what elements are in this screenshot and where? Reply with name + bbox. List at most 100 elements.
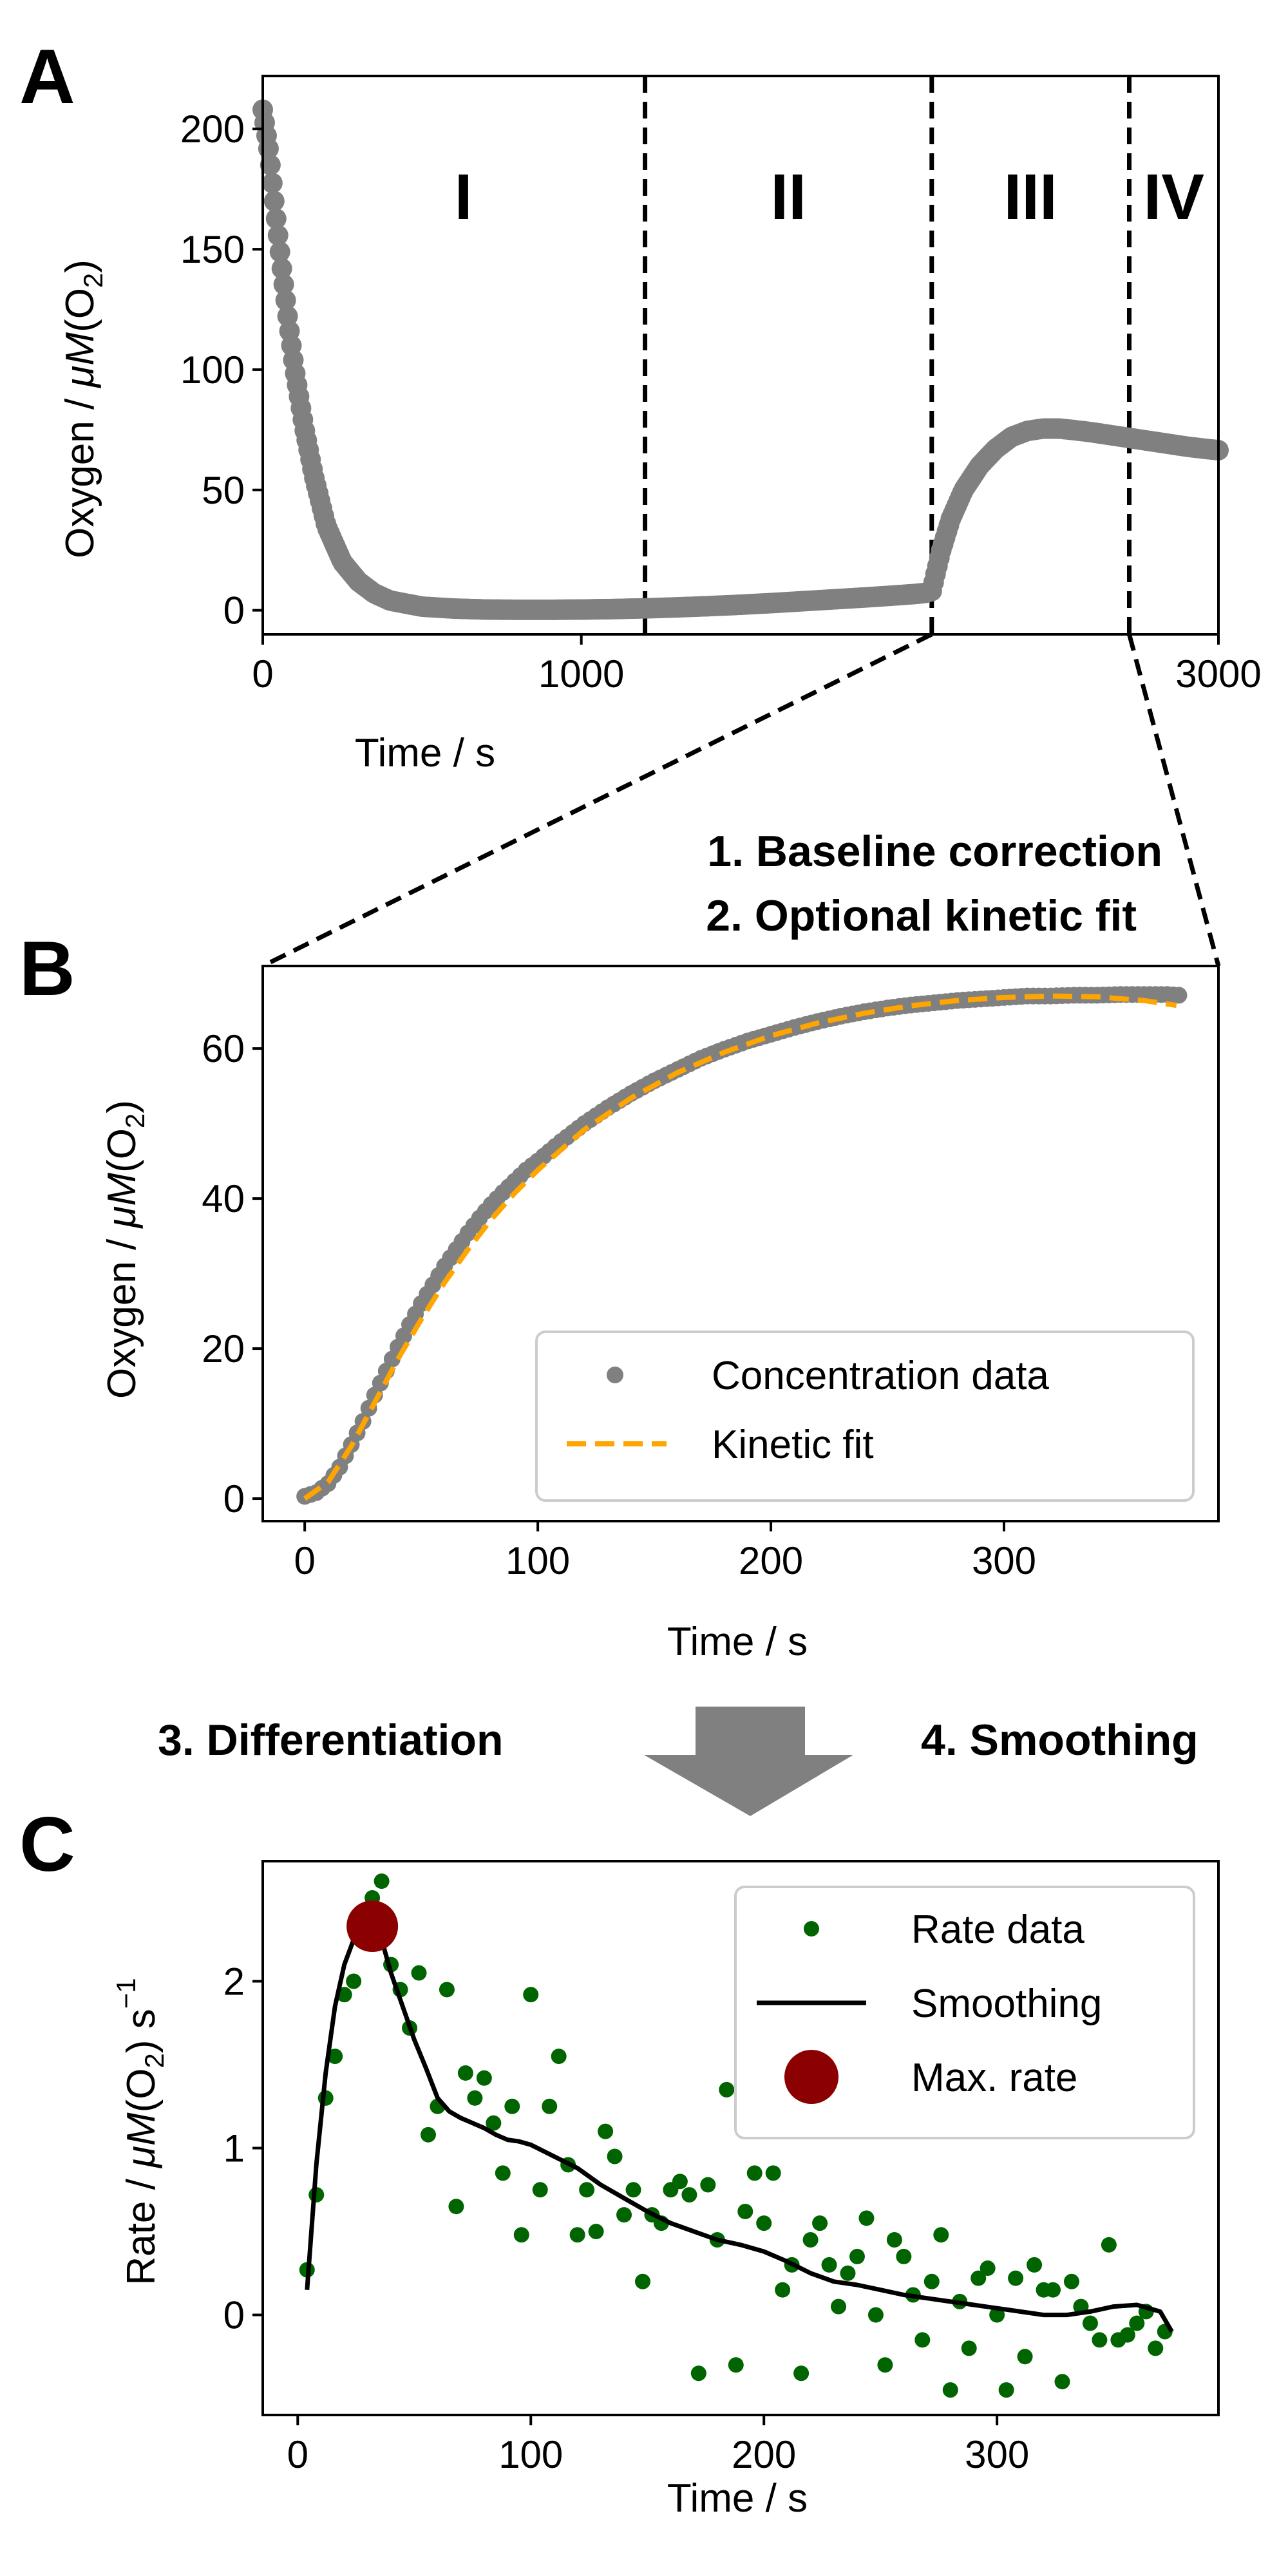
y-label-close: ) [58, 260, 102, 273]
panel-c-chart: 0 100 200 300 0 1 2 Rate data Smoothing Max. r… [111, 1860, 1220, 2521]
rate-point [802, 2232, 819, 2248]
x-tick-label: 200 [732, 2433, 796, 2476]
x-tick-label: 100 [498, 2433, 563, 2476]
y-label-text: Oxygen / [58, 388, 102, 558]
plot-frame [261, 965, 1220, 1522]
rate-point [1045, 2282, 1061, 2298]
axes: 0 1000 3000 0 50 100 150 200 [180, 75, 1262, 696]
x-tick-label: 200 [739, 1539, 803, 1582]
rate-point [812, 2215, 828, 2231]
data-point [1170, 987, 1188, 1004]
rate-point [439, 1982, 455, 1998]
y-tick-label: 0 [223, 1477, 245, 1520]
x-tick-label: 300 [972, 1539, 1036, 1582]
rate-point [942, 2382, 958, 2398]
step-smoothing: 4. Smoothing [921, 1716, 1198, 1765]
y-axis-label: Oxygen / μM(O2) [100, 1100, 150, 1399]
rate-point [513, 2227, 529, 2243]
x-axis-label: Time / s [667, 1620, 808, 1664]
data-point [269, 242, 290, 263]
y-axis-label: Oxygen / μM(O2) [58, 260, 108, 558]
rate-point [607, 2148, 623, 2164]
rate-point [1027, 2257, 1043, 2273]
rate-point [849, 2248, 865, 2264]
y-label-unit-mu: μM [58, 332, 102, 389]
rate-point [700, 2177, 716, 2193]
rate-point [896, 2248, 912, 2264]
rate-point [831, 2298, 847, 2315]
legend-marker-rate [804, 1921, 819, 1937]
rate-point [634, 2273, 650, 2289]
rate-point [821, 2257, 837, 2273]
rate-point [551, 2049, 567, 2065]
rate-point [737, 2203, 753, 2219]
rate-point [933, 2227, 949, 2243]
y-label-subscript: 2 [120, 1113, 150, 1128]
rate-point [1101, 2237, 1117, 2253]
rate-point [681, 2187, 697, 2203]
legend-label-rate: Rate data [911, 1908, 1084, 1952]
y-label-subscript: 2 [78, 273, 108, 288]
step-baseline-correction: 1. Baseline correction [707, 827, 1162, 876]
rate-point [793, 2365, 810, 2382]
y-label-unit-mu: μM [100, 1173, 144, 1229]
y-label-superscript: −1 [111, 1978, 141, 2009]
rate-point [448, 2199, 464, 2215]
rate-point [746, 2165, 762, 2181]
phase-label: II [770, 161, 806, 233]
legend-label-max: Max. rate [911, 2056, 1077, 2100]
rate-point [756, 2215, 772, 2231]
phase-label: III [1003, 161, 1057, 233]
rate-point [1017, 2349, 1033, 2365]
rate-point [690, 2365, 706, 2382]
phase-label: I [455, 161, 473, 233]
data-point [265, 208, 287, 229]
y-tick-label: 2 [223, 1960, 245, 2003]
kinetic-fit-series [303, 993, 1177, 1501]
plot-frame [261, 75, 1220, 636]
x-tick-label: 3000 [1175, 652, 1261, 696]
rate-point [886, 2232, 902, 2248]
down-arrow [644, 1707, 853, 1816]
rate-point [1148, 2340, 1164, 2356]
rate-point [1054, 2374, 1070, 2390]
rate-point [625, 2182, 641, 2198]
rate-point [1119, 2327, 1135, 2343]
y-label-text: Oxygen / [100, 1228, 144, 1399]
rate-point [971, 2270, 987, 2286]
panel-letter-b: B [19, 925, 75, 1012]
rate-point [998, 2382, 1014, 2398]
rate-point [411, 1965, 427, 1981]
legend-frame [535, 1331, 1195, 1502]
panel-letter-a: A [19, 33, 75, 120]
legend: Rate data Smoothing Max. rate [734, 1886, 1195, 2139]
rate-point [588, 2224, 604, 2240]
panel-letter-c: C [19, 1801, 75, 1888]
plot-frame [261, 1860, 1220, 2416]
rate-point [980, 2260, 996, 2277]
y-tick-label: 1 [223, 2127, 245, 2170]
rate-point [467, 2090, 483, 2106]
panel-b-chart: 0 100 200 300 0 20 40 60 Concentration data Kin… [100, 965, 1220, 1664]
rate-point [672, 2174, 688, 2190]
rate-point [914, 2332, 931, 2348]
y-label-unit-mu: μM [119, 2112, 164, 2169]
data-point [271, 258, 292, 279]
y-label-text: Rate / [119, 2168, 164, 2286]
zoom-line-right [1127, 634, 1221, 967]
x-axis-label: Time / s [667, 2476, 808, 2521]
legend-label-smoothing: Smoothing [911, 1982, 1102, 2026]
y-tick-label: 60 [202, 1027, 245, 1070]
y-label-paren: (O [58, 288, 102, 332]
y-tick-label: 40 [202, 1177, 245, 1220]
rate-point [495, 2165, 511, 2181]
rate-point [457, 2065, 473, 2081]
x-tick-label: 100 [506, 1539, 570, 1582]
legend-label-kinetic-fit: Kinetic fit [712, 1423, 874, 1467]
rate-point [579, 2182, 595, 2198]
y-axis-label: Rate / μM(O2) s−1 [111, 1978, 169, 2285]
rate-point [420, 2126, 436, 2143]
data-point [275, 290, 296, 311]
rate-point [346, 1973, 362, 1989]
